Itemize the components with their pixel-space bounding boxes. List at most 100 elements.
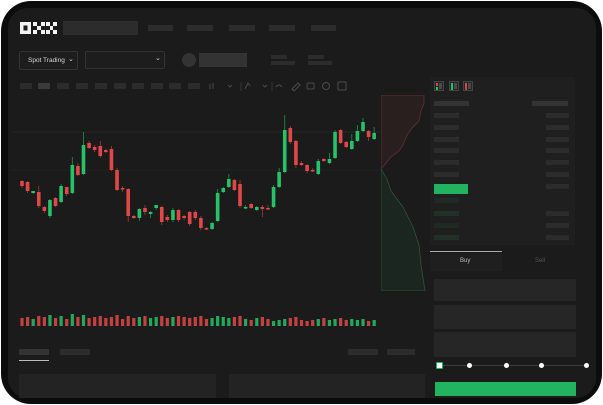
volume-bar xyxy=(25,317,30,326)
buy-submit-button[interactable] xyxy=(435,382,576,396)
price-input[interactable] xyxy=(434,279,576,301)
candle-body xyxy=(120,188,125,190)
interval-button[interactable] xyxy=(20,83,32,89)
ask-row-amount[interactable] xyxy=(546,160,569,165)
candle-body xyxy=(271,187,276,207)
fullscreen-icon[interactable] xyxy=(337,81,347,91)
candle-body xyxy=(277,172,281,187)
order-book-view-icons[interactable] xyxy=(434,81,474,92)
bid-row-price[interactable] xyxy=(434,211,459,216)
ask-row-price[interactable] xyxy=(434,172,459,177)
volume-bar xyxy=(176,316,181,326)
ruler-icon[interactable] xyxy=(291,82,301,92)
ask-row-price[interactable] xyxy=(434,125,459,130)
volume-bar xyxy=(165,318,169,326)
bid-row-price[interactable] xyxy=(434,223,459,228)
market-type-button[interactable]: Spot Trading ⌄ xyxy=(19,51,78,70)
header-search[interactable] xyxy=(63,21,138,35)
view-asks-icon[interactable] xyxy=(463,81,473,91)
candle-body xyxy=(126,189,131,216)
slider-handle[interactable] xyxy=(436,362,443,369)
candle-body xyxy=(227,179,231,187)
tab-open-orders[interactable] xyxy=(19,349,49,355)
line-tool-icon[interactable] xyxy=(275,84,283,88)
slider-stop[interactable] xyxy=(503,363,509,368)
tab-sell[interactable]: Sell xyxy=(502,254,575,271)
total-input[interactable] xyxy=(434,332,576,357)
candle-body xyxy=(137,209,142,218)
ask-row-price[interactable] xyxy=(434,113,459,118)
bid-row-price[interactable] xyxy=(434,235,459,240)
interval-button[interactable] xyxy=(114,83,126,89)
view-bids-icon[interactable] xyxy=(449,81,459,91)
ask-row-price[interactable] xyxy=(434,148,459,153)
slider-stop[interactable] xyxy=(466,363,472,368)
interval-button[interactable] xyxy=(132,83,144,89)
coin-avatar xyxy=(182,53,196,67)
ask-row-price[interactable] xyxy=(434,160,459,165)
amount-input[interactable] xyxy=(434,305,576,329)
ask-row-amount[interactable] xyxy=(546,125,569,130)
nav-item-4[interactable] xyxy=(269,25,295,31)
buy-tab-underline xyxy=(430,251,502,252)
slider-stop[interactable] xyxy=(538,363,544,368)
candle-body xyxy=(31,191,35,193)
interval-button[interactable] xyxy=(76,83,88,89)
candle-body xyxy=(53,198,58,206)
interval-button[interactable] xyxy=(169,83,181,89)
tab-underline xyxy=(19,360,49,361)
candle-body xyxy=(109,149,114,170)
interval-button[interactable] xyxy=(188,83,200,89)
volume-bar xyxy=(322,318,326,326)
volume-bar xyxy=(104,318,108,326)
nav-item-1[interactable] xyxy=(148,25,173,31)
volume-bar xyxy=(137,317,141,326)
nav-item-2[interactable] xyxy=(187,25,213,31)
interval-button[interactable] xyxy=(95,83,107,89)
okx-logo[interactable] xyxy=(20,22,57,34)
bid-row-amount[interactable] xyxy=(546,235,569,240)
ask-row-amount[interactable] xyxy=(546,113,569,118)
indicator-icon[interactable] xyxy=(244,82,251,90)
interval-button[interactable] xyxy=(38,83,50,89)
volume-bar xyxy=(288,318,292,326)
volume-bar xyxy=(350,319,354,326)
volume-bar xyxy=(182,317,186,326)
volume-bar xyxy=(132,318,136,326)
bid-row-price[interactable] xyxy=(434,198,459,203)
settings-icon[interactable] xyxy=(322,82,330,90)
ask-row-amount[interactable] xyxy=(546,148,569,153)
last-price-amount[interactable] xyxy=(546,184,569,189)
tab-order-history[interactable] xyxy=(60,349,90,355)
screenshot-icon[interactable] xyxy=(306,82,315,90)
filter-button[interactable] xyxy=(387,349,415,355)
chart-tool-icons[interactable] xyxy=(205,80,350,92)
buy-tab-label: Buy xyxy=(460,258,471,264)
ask-row-amount[interactable] xyxy=(546,137,569,142)
interval-button[interactable] xyxy=(151,83,163,89)
bid-row-amount[interactable] xyxy=(546,223,569,228)
candle-body xyxy=(115,170,119,190)
interval-button[interactable] xyxy=(57,83,69,89)
candle-body xyxy=(36,192,41,206)
slider-stop[interactable] xyxy=(583,363,589,368)
ask-row-price[interactable] xyxy=(434,137,459,142)
bid-row-amount[interactable] xyxy=(546,211,569,216)
nav-item-5[interactable] xyxy=(311,25,336,31)
volume-bar xyxy=(305,321,309,326)
candle-body xyxy=(288,128,293,142)
candlestick-chart[interactable] xyxy=(12,95,382,335)
stat-label xyxy=(271,55,287,59)
view-both-icon[interactable] xyxy=(434,81,444,91)
candle-body xyxy=(238,184,242,206)
nav-item-3[interactable] xyxy=(229,25,255,31)
candle-type-icon[interactable] xyxy=(209,83,214,89)
amount-slider-track[interactable] xyxy=(439,365,587,366)
filter-button[interactable] xyxy=(348,349,378,355)
candle-body xyxy=(260,207,265,209)
ask-row-amount[interactable] xyxy=(546,172,569,177)
volume-bar xyxy=(232,317,237,326)
tab-buy[interactable]: Buy xyxy=(430,254,502,271)
pair-select[interactable]: ⌄ xyxy=(85,51,165,69)
last-price-indicator[interactable] xyxy=(434,184,468,194)
